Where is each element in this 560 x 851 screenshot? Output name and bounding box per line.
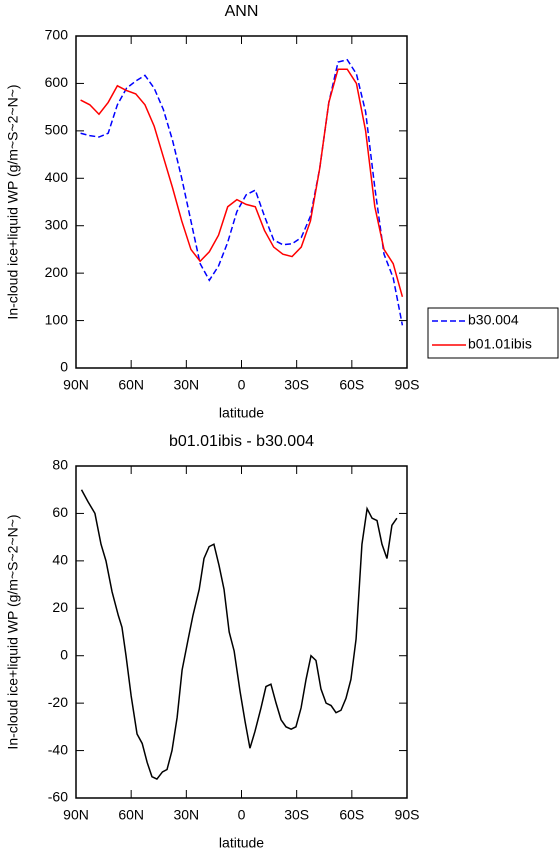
x-tick-label: 90N — [63, 377, 89, 393]
data-line — [80, 58, 404, 326]
y-tick-label: 300 — [45, 216, 69, 232]
y-tick-label: 600 — [45, 74, 69, 90]
x-tick-label: 90S — [395, 807, 420, 823]
chart-title: b01.01ibis - b30.004 — [169, 433, 314, 450]
legend-label: b30.004 — [468, 312, 519, 328]
x-tick-label: 60S — [339, 807, 364, 823]
y-tick-label: 500 — [45, 122, 69, 138]
legend-box — [427, 307, 559, 359]
y-tick-label: 40 — [52, 552, 68, 568]
y-tick-label: 100 — [45, 311, 69, 327]
x-tick-label: 0 — [238, 377, 246, 393]
y-tick-label: 80 — [52, 457, 68, 473]
x-axis-label: latitude — [219, 835, 264, 851]
y-tick-label: 200 — [45, 264, 69, 280]
y-tick-label: 0 — [60, 359, 68, 375]
plot-frame — [75, 465, 408, 799]
y-tick-label: 0 — [60, 646, 68, 662]
x-tick-label: 30N — [173, 807, 199, 823]
x-tick-label: 90N — [63, 807, 89, 823]
x-tick-label: 30N — [173, 377, 199, 393]
x-tick-label: 60S — [339, 377, 364, 393]
chart-title: ANN — [225, 3, 259, 20]
data-line — [80, 489, 398, 780]
y-tick-label: -40 — [48, 741, 68, 757]
x-tick-label: 30S — [284, 377, 309, 393]
y-tick-label: -60 — [48, 789, 68, 805]
y-tick-label: 400 — [45, 169, 69, 185]
x-tick-label: 60N — [118, 807, 144, 823]
y-tick-label: 700 — [45, 27, 69, 43]
y-axis-label: In-cloud ice+liquid WP (g/m~S~2~N~) — [5, 84, 21, 319]
y-tick-label: 60 — [52, 504, 68, 520]
y-tick-label: -20 — [48, 694, 68, 710]
y-axis-label: In-cloud ice+liquid WP (g/m~S~2~N~) — [5, 514, 21, 749]
x-tick-label: 90S — [395, 377, 420, 393]
x-tick-label: 0 — [238, 807, 246, 823]
y-tick-label: 20 — [52, 599, 68, 615]
plot-frame — [75, 35, 408, 369]
legend-label: b01.01ibis — [468, 336, 532, 352]
data-line — [80, 68, 404, 298]
x-tick-label: 30S — [284, 807, 309, 823]
x-axis-label: latitude — [219, 405, 264, 421]
x-tick-label: 60N — [118, 377, 144, 393]
